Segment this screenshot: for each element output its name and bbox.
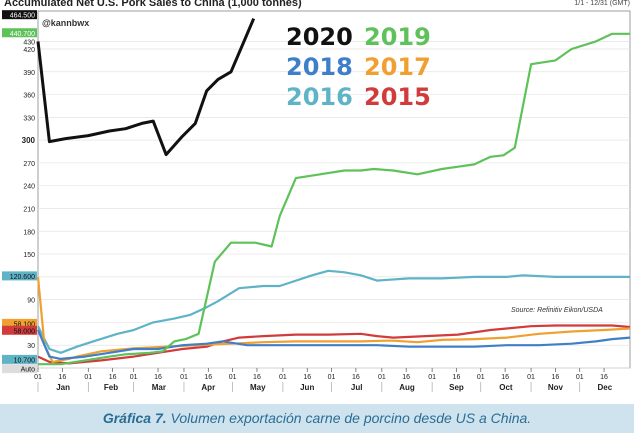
figure-caption: Gráfica 7. Volumen exportación carne de … [0, 404, 634, 433]
x-tick-label: 16 [551, 374, 559, 381]
x-tick-label: 16 [501, 374, 509, 381]
x-tick-label: 16 [154, 374, 162, 381]
month-label: Sep [449, 383, 464, 392]
chart-title: Accumulated Net U.S. Pork Sales to China… [4, 0, 302, 9]
x-tick-label: 16 [600, 374, 608, 381]
y-value-label: 440.700 [10, 31, 35, 38]
y-tick-label: 330 [23, 115, 35, 122]
y-value-label: 58.000 [14, 328, 36, 335]
x-tick-label: 01 [229, 374, 237, 381]
y-tick-label: 180 [23, 229, 35, 236]
y-tick-label: 430 [23, 39, 35, 46]
x-tick-label: 16 [204, 374, 212, 381]
legend-entry-2017: 2017 [364, 53, 431, 81]
x-tick-label: 01 [477, 374, 485, 381]
y-value-label: 464.500 [10, 13, 35, 20]
x-tick-label: 01 [279, 374, 287, 381]
month-label: Feb [104, 383, 118, 392]
y-value-label: 10.700 [14, 357, 36, 364]
y-tick-label: 30 [27, 343, 35, 350]
x-tick-label: 16 [352, 374, 360, 381]
caption-text: Volumen exportación carne de porcino des… [166, 410, 532, 426]
y-value-badge [2, 10, 37, 20]
y-tick-label: 360 [23, 93, 35, 100]
month-label: Jul [351, 383, 363, 392]
month-label: Jun [300, 383, 314, 392]
x-tick-label: 16 [58, 374, 66, 381]
month-label: Nov [548, 383, 564, 392]
y-value-badge [2, 271, 37, 281]
x-tick-label: 01 [180, 374, 188, 381]
y-value-badge [2, 325, 37, 335]
month-label: Dec [598, 383, 613, 392]
x-tick-label: 01 [34, 374, 42, 381]
y-value-badge [2, 354, 37, 364]
legend-entry-2015: 2015 [364, 83, 431, 111]
x-tick-label: 01 [576, 374, 584, 381]
series-line-2020 [36, 18, 256, 157]
month-label: Jan [56, 383, 70, 392]
plot-area [37, 10, 631, 369]
legend-entry-2018: 2018 [286, 53, 353, 81]
y-value-label: Auto [21, 367, 36, 374]
y-tick-label: 90 [27, 298, 35, 305]
source-note: Source: Refinitiv Eikon/USDA [511, 307, 603, 314]
y-value-badge [2, 364, 37, 374]
series-line-2019 [38, 32, 630, 366]
x-tick-label: 16 [453, 374, 461, 381]
y-tick-label: 210 [23, 206, 35, 213]
y-value-label: 58.100 [14, 321, 36, 328]
y-value-badge [2, 318, 37, 328]
chart: 0306090120150180210240270300330360390420… [2, 10, 631, 392]
legend-entry-2020: 2020 [286, 23, 353, 51]
x-tick-label: 16 [109, 374, 117, 381]
legend-entry-2016: 2016 [286, 83, 353, 111]
y-tick-label: 150 [23, 252, 35, 259]
x-tick-label: 01 [378, 374, 386, 381]
month-label: May [250, 383, 266, 392]
x-tick-label: 01 [84, 374, 92, 381]
y-tick-label: 300 [22, 136, 36, 145]
month-label: Aug [399, 383, 415, 392]
series-line-2016 [37, 269, 630, 354]
x-tick-label: 01 [428, 374, 436, 381]
series-line-2015 [37, 324, 631, 365]
month-label: Mar [152, 383, 166, 392]
y-tick-label: 270 [23, 161, 35, 168]
y-value-badge [2, 28, 37, 38]
month-label: Apr [201, 383, 215, 392]
x-tick-label: 16 [253, 374, 261, 381]
date-range: 1/1 - 12/31 (GMT) [574, 0, 630, 7]
x-axis: 01 16 Jan 01 16 Feb 01 16 Mar 01 16 Apr 01 16 May 01 16 J… [34, 368, 613, 392]
x-tick-label: 16 [402, 374, 410, 381]
x-tick-label: 01 [527, 374, 535, 381]
y-tick-label: 240 [23, 184, 35, 191]
x-tick-label: 01 [130, 374, 138, 381]
caption-label: Gráfica 7. [102, 410, 167, 426]
legend: 2020 2019 2018 2017 2016 2015 [286, 23, 431, 111]
series-line-2018 [36, 329, 631, 360]
legend-entry-2019: 2019 [364, 23, 431, 51]
x-tick-label: 16 [303, 374, 311, 381]
series-lines [36, 18, 631, 366]
y-tick-label: 420 [23, 47, 35, 54]
y-value-label: 120.600 [10, 274, 35, 281]
watermark: @kannbwx [42, 18, 89, 28]
x-tick-label: 01 [328, 374, 336, 381]
month-label: Oct [499, 383, 513, 392]
y-tick-label: 390 [23, 70, 35, 77]
